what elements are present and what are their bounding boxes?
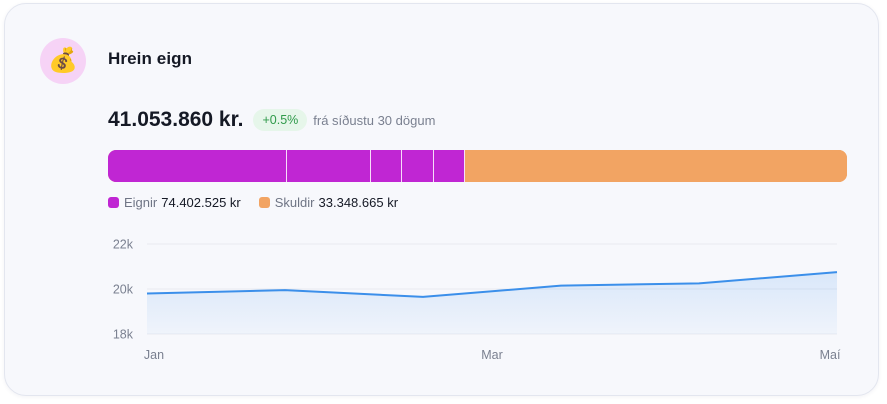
change-period-label: frá síðustu 30 dögum <box>313 112 436 128</box>
net-worth-summary: 41.053.860 kr. +0.5% frá síðustu 30 dögu… <box>108 108 435 132</box>
legend-label-liabilities: Skuldir <box>274 195 315 210</box>
bar-legend: Eignir 74.402.525 kr Skuldir 33.348.665 … <box>108 195 416 210</box>
legend-item-liabilities: Skuldir 33.348.665 kr <box>258 195 399 210</box>
legend-value-liabilities: 33.348.665 kr <box>318 195 399 210</box>
assets-segment <box>402 150 434 182</box>
money-bag-icon: 💰 <box>40 38 86 84</box>
x-tick-label: Maí <box>820 348 841 362</box>
x-tick-label: Jan <box>144 348 164 362</box>
legend-label-assets: Eignir <box>124 195 158 210</box>
legend-item-assets: Eignir 74.402.525 kr <box>108 195 241 210</box>
legend-value-assets: 74.402.525 kr <box>161 195 241 210</box>
y-tick-label: 18k <box>113 328 134 342</box>
assets-segment <box>370 150 403 182</box>
legend-swatch-liabilities <box>258 197 270 208</box>
assets-segment <box>433 150 466 182</box>
y-tick-label: 22k <box>113 238 134 252</box>
assets-liabilities-bar <box>108 150 847 182</box>
card-title: Hrein eign <box>108 49 193 68</box>
y-tick-label: 20k <box>113 283 134 297</box>
series-area <box>147 272 837 334</box>
assets-segment <box>108 150 288 182</box>
change-badge: +0.5% <box>253 109 308 131</box>
money-bag-glyph: 💰 <box>48 47 78 74</box>
x-tick-label: Mar <box>481 348 503 362</box>
net-worth-amount: 41.053.860 kr. <box>108 108 244 131</box>
assets-segment <box>287 150 371 182</box>
liabilities-segment <box>465 150 847 182</box>
series-line <box>146 271 838 298</box>
legend-swatch-assets <box>108 197 119 208</box>
